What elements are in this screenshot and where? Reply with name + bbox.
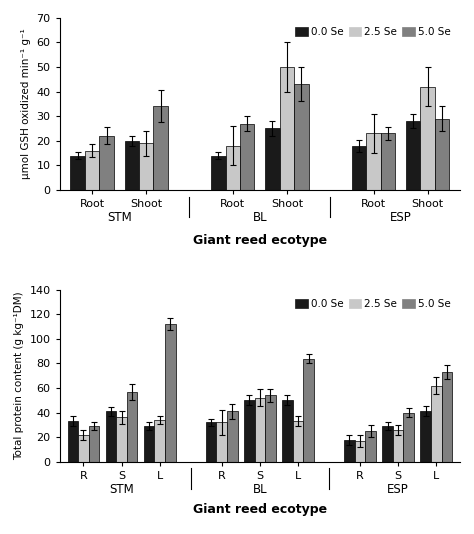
Bar <box>366 134 381 190</box>
Bar <box>99 136 114 190</box>
Legend: 0.0 Se, 2.5 Se, 5.0 Se: 0.0 Se, 2.5 Se, 5.0 Se <box>291 295 455 313</box>
Bar <box>165 324 176 462</box>
Bar <box>406 121 420 190</box>
Bar <box>227 411 237 462</box>
Bar <box>125 141 139 190</box>
Bar <box>382 426 393 462</box>
Bar <box>442 372 452 462</box>
Bar <box>265 395 276 462</box>
Bar <box>89 426 100 462</box>
Bar <box>352 146 366 190</box>
Bar <box>420 87 435 190</box>
Bar <box>435 119 449 190</box>
Bar <box>206 422 217 462</box>
Text: Giant reed ecotype: Giant reed ecotype <box>193 504 327 516</box>
Bar <box>240 123 255 190</box>
Bar <box>431 386 442 462</box>
Bar <box>211 155 226 190</box>
Bar <box>144 426 155 462</box>
Bar <box>106 411 116 462</box>
Bar <box>244 400 255 462</box>
Text: Giant reed ecotype: Giant reed ecotype <box>193 234 327 247</box>
Bar <box>381 134 395 190</box>
Bar <box>393 430 403 462</box>
Text: STM: STM <box>107 211 131 224</box>
Bar <box>226 146 240 190</box>
Bar <box>365 431 376 462</box>
Bar <box>420 411 431 462</box>
Text: STM: STM <box>109 483 134 496</box>
Bar <box>78 435 89 462</box>
Bar <box>282 400 293 462</box>
Bar <box>344 439 355 462</box>
Bar <box>155 420 165 462</box>
Bar <box>255 398 265 462</box>
Text: ESP: ESP <box>387 483 409 496</box>
Bar <box>67 421 78 462</box>
Bar <box>116 418 127 462</box>
Bar <box>217 422 227 462</box>
Legend: 0.0 Se, 2.5 Se, 5.0 Se: 0.0 Se, 2.5 Se, 5.0 Se <box>291 23 455 42</box>
Y-axis label: Total protein content (g kg⁻¹DM): Total protein content (g kg⁻¹DM) <box>14 292 24 460</box>
Bar <box>139 143 154 190</box>
Text: BL: BL <box>253 483 267 496</box>
Bar <box>355 441 365 462</box>
Y-axis label: µmol GSH oxidized min⁻¹ g⁻¹: µmol GSH oxidized min⁻¹ g⁻¹ <box>21 28 31 179</box>
Bar <box>293 421 303 462</box>
Bar <box>71 155 85 190</box>
Bar <box>265 129 280 190</box>
Bar <box>85 151 99 190</box>
Text: ESP: ESP <box>390 211 411 224</box>
Bar <box>280 67 294 190</box>
Bar <box>154 106 168 190</box>
Text: BL: BL <box>253 211 267 224</box>
Bar <box>303 358 314 462</box>
Bar <box>127 391 137 462</box>
Bar <box>403 413 414 462</box>
Bar <box>294 84 309 190</box>
